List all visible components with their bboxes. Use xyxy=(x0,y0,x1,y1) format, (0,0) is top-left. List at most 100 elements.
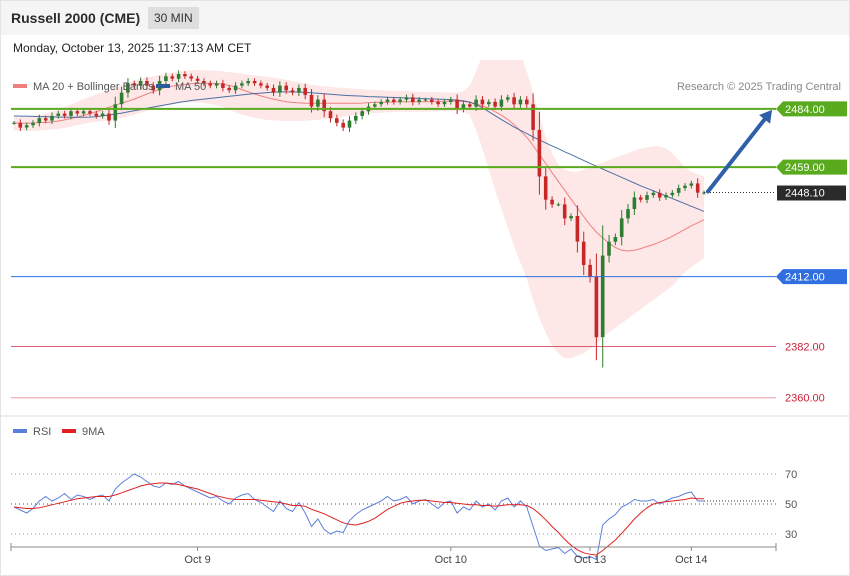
candle xyxy=(670,190,675,198)
ma50-legend-swatch xyxy=(156,84,170,88)
candle xyxy=(221,79,225,92)
candle xyxy=(537,111,542,195)
candle xyxy=(62,110,67,119)
ma50-line xyxy=(13,91,705,212)
ma20-legend-swatch xyxy=(13,84,27,88)
ma50-legend-label: MA 50 xyxy=(175,81,206,93)
candle xyxy=(202,78,206,86)
candle xyxy=(487,99,491,107)
candle xyxy=(569,213,573,222)
rsi-tick-label: 70 xyxy=(785,469,797,481)
candle xyxy=(645,191,649,204)
candle xyxy=(303,83,307,100)
chart-header xyxy=(1,1,849,35)
candle xyxy=(581,231,586,275)
candle xyxy=(37,114,42,127)
copyright-text: Research © 2025 Trading Central xyxy=(677,81,841,93)
candle xyxy=(94,110,99,119)
candle xyxy=(259,80,263,89)
rsi-ma-line xyxy=(13,482,704,556)
candle xyxy=(556,202,561,207)
candle xyxy=(689,180,694,189)
candle xyxy=(525,96,529,108)
level-label: 2360.00 xyxy=(785,393,825,405)
candle xyxy=(543,166,548,210)
candle xyxy=(252,78,257,86)
candle xyxy=(297,84,301,97)
candle xyxy=(657,189,662,201)
x-tick-label: Oct 9 xyxy=(184,554,210,566)
candle xyxy=(613,233,618,246)
candle xyxy=(676,184,681,197)
candle xyxy=(619,209,624,246)
candle xyxy=(411,93,415,106)
candle xyxy=(233,82,238,94)
candle xyxy=(145,77,149,90)
interval-selector[interactable]: 30 MIN xyxy=(148,7,199,29)
level-resistance: 2459.00 xyxy=(11,159,847,175)
candle xyxy=(632,191,637,215)
candle xyxy=(423,97,428,102)
candle xyxy=(651,190,656,198)
rsi-legend-label: RSI xyxy=(33,426,51,438)
candle xyxy=(436,99,440,107)
candle xyxy=(638,194,643,203)
bollinger-band xyxy=(14,60,704,359)
candle xyxy=(442,99,447,107)
candle xyxy=(284,82,288,94)
candle xyxy=(12,121,16,125)
candle xyxy=(480,96,485,108)
candle xyxy=(695,178,700,198)
level-support: 2382.00 xyxy=(11,341,825,353)
rsi-ma-legend-label: 9MA xyxy=(82,426,105,438)
candle xyxy=(347,116,352,132)
candle xyxy=(107,109,111,125)
level-label: 2448.10 xyxy=(785,188,825,200)
candle xyxy=(588,259,592,283)
candle xyxy=(138,77,143,90)
candle xyxy=(550,196,554,208)
candle xyxy=(430,96,434,105)
level-label: 2382.00 xyxy=(785,341,825,353)
candle xyxy=(50,112,54,125)
level-last-price: 2448.10 xyxy=(704,185,846,201)
candle xyxy=(278,81,282,97)
candle xyxy=(531,93,535,141)
candle xyxy=(379,99,383,107)
level-pivot: 2412.00 xyxy=(11,269,847,285)
candle xyxy=(119,86,124,111)
candle xyxy=(322,93,326,118)
x-tick-label: Oct 14 xyxy=(675,554,707,566)
candle xyxy=(43,115,48,124)
rsi-line xyxy=(13,473,704,561)
candle xyxy=(341,119,345,132)
level-resistance: 2484.00 xyxy=(11,101,847,117)
candle xyxy=(335,114,339,127)
rsi-ma-legend-swatch xyxy=(62,429,76,433)
candle xyxy=(600,225,605,368)
candle xyxy=(404,94,409,103)
candle xyxy=(271,84,276,97)
candle xyxy=(626,203,630,224)
level-support: 2360.00 xyxy=(11,393,825,405)
candle xyxy=(240,80,244,89)
rsi-tick-label: 30 xyxy=(785,529,797,541)
forecast-arrow xyxy=(706,109,772,194)
candle xyxy=(56,110,61,119)
level-label: 2412.00 xyxy=(785,272,825,284)
candle xyxy=(455,94,459,115)
ma20-legend-label: MA 20 + Bollinger Bands xyxy=(33,81,154,93)
candle xyxy=(506,94,510,103)
candle xyxy=(113,96,118,129)
candle xyxy=(151,82,156,94)
level-label: 2484.00 xyxy=(785,104,825,116)
timestamp: Monday, October 13, 2025 11:37:13 AM CET xyxy=(13,41,252,55)
candle xyxy=(227,85,231,93)
candle xyxy=(607,234,611,263)
candle xyxy=(164,72,168,85)
candle xyxy=(518,96,523,108)
candle xyxy=(449,96,453,105)
candle xyxy=(176,70,181,83)
candle xyxy=(214,80,219,89)
rsi-tick-label: 50 xyxy=(785,499,797,511)
